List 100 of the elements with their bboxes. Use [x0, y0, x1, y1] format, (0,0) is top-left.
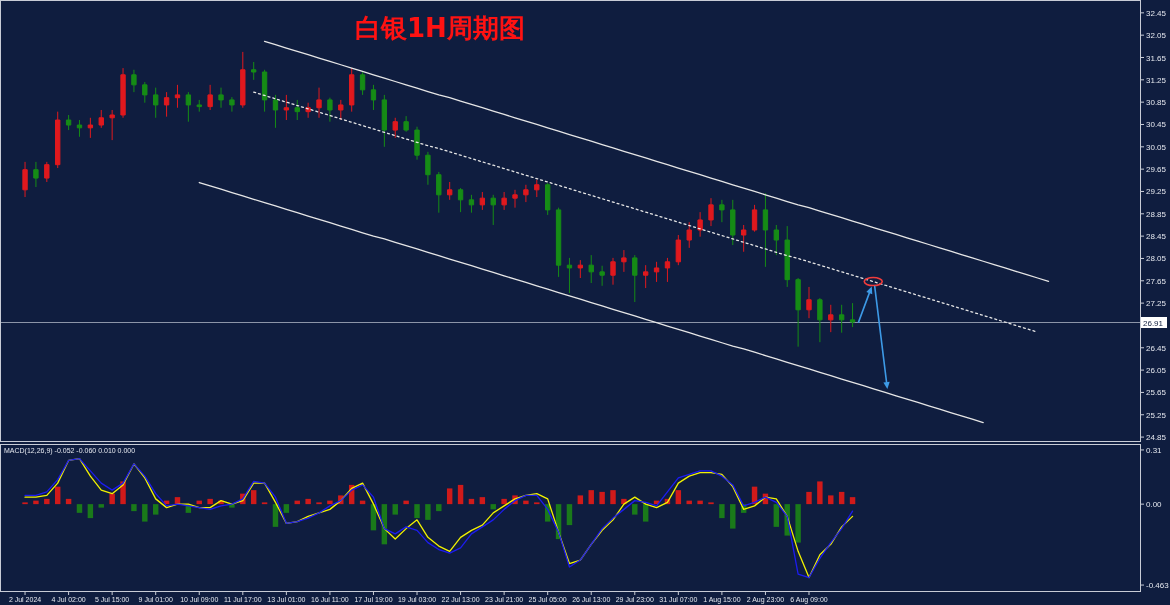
y-tick-label: 27.65 [1146, 276, 1167, 286]
y-tick-label: 30.45 [1146, 120, 1167, 130]
bar [76, 504, 83, 513]
y-tick-label: 26.45 [1146, 343, 1167, 353]
candlestick [87, 117, 94, 139]
bar [838, 491, 845, 505]
candlestick [55, 111, 61, 169]
candlestick [686, 221, 692, 249]
candlestick [251, 61, 257, 81]
bar [577, 495, 584, 505]
bar [599, 491, 605, 505]
bar [719, 504, 725, 519]
bar [697, 500, 703, 505]
y-tick-label: 29.65 [1146, 165, 1167, 175]
y-tick-label: 28.45 [1146, 232, 1167, 242]
y-tick-label: 30.85 [1146, 98, 1167, 108]
candlestick [33, 161, 39, 188]
candlestick [272, 94, 279, 129]
y-tick-label: 25.25 [1146, 410, 1167, 420]
candlestick [120, 67, 126, 119]
bar [446, 488, 453, 505]
candlestick [599, 265, 605, 287]
candlestick [305, 102, 311, 119]
candlestick [610, 257, 616, 286]
candlestick [131, 69, 137, 93]
line-series [24, 458, 854, 579]
candlestick [240, 51, 246, 109]
bar [501, 498, 507, 505]
candlestick [588, 254, 594, 284]
candlestick [828, 304, 834, 333]
candlestick [436, 171, 442, 214]
candlestick [163, 91, 170, 118]
y-tick-label: 31.25 [1146, 75, 1167, 85]
candlestick [490, 194, 496, 226]
bar [773, 504, 780, 527]
bar [250, 490, 257, 505]
candlestick [447, 181, 453, 201]
candlestick [218, 87, 224, 109]
candlestick [22, 161, 28, 198]
bar [806, 491, 812, 505]
candlestick [479, 191, 486, 211]
y-tick-label: 28.05 [1146, 254, 1167, 264]
y-tick-label: 24.85 [1146, 433, 1167, 443]
candlestick [359, 71, 366, 96]
candlestick [185, 91, 192, 123]
candlestick [76, 119, 83, 138]
y-tick-label: 32.05 [1146, 31, 1167, 41]
bar [675, 490, 682, 505]
candlestick [370, 84, 377, 111]
y-tick-label: 27.25 [1146, 299, 1167, 309]
bar [283, 504, 290, 513]
y-tick-label: 30.05 [1146, 142, 1167, 152]
bar [131, 504, 137, 512]
candlestick [740, 224, 747, 253]
bar [33, 500, 39, 505]
bar [610, 490, 616, 505]
candlestick [261, 69, 268, 113]
candlestick [142, 81, 148, 104]
candlestick [65, 114, 72, 131]
text: 白银1H周期图 [355, 13, 525, 43]
bar [632, 504, 638, 515]
candlestick [349, 67, 355, 113]
bar [795, 504, 801, 543]
candlestick [98, 109, 104, 129]
candlestick [708, 197, 714, 227]
candlestick [795, 277, 801, 348]
candlestick [468, 194, 475, 214]
bar [566, 504, 573, 526]
y-tick-label: 26.05 [1146, 366, 1167, 376]
y-tick-label: -0.463 [1146, 581, 1170, 591]
bar [425, 504, 431, 520]
candlestick [316, 87, 322, 119]
candlestick [773, 224, 780, 256]
bar [730, 504, 736, 529]
candlestick [44, 161, 50, 183]
candlestick [153, 87, 159, 119]
bar [588, 490, 594, 505]
bar [98, 504, 104, 508]
candlestick [327, 97, 333, 123]
bar [44, 498, 50, 505]
candlestick [457, 187, 464, 213]
bar [523, 500, 529, 505]
candlestick [414, 126, 420, 161]
candlestick [381, 94, 388, 148]
bar [479, 497, 486, 505]
bar [392, 504, 398, 515]
candlestick [294, 99, 300, 121]
candlestick [109, 109, 115, 141]
y-tick-label: 31.65 [1146, 53, 1167, 63]
candlestick [283, 94, 290, 121]
line-series [198, 181, 984, 424]
bar [828, 495, 834, 505]
candlestick [566, 257, 573, 294]
y-tick-label: 0.00 [1146, 500, 1163, 510]
candlestick [621, 249, 627, 273]
y-tick-label: 25.65 [1146, 388, 1167, 398]
candlestick [392, 117, 398, 139]
ref-line-label: 26.91 [1143, 318, 1164, 328]
candlestick [196, 99, 202, 113]
bar [414, 504, 420, 519]
